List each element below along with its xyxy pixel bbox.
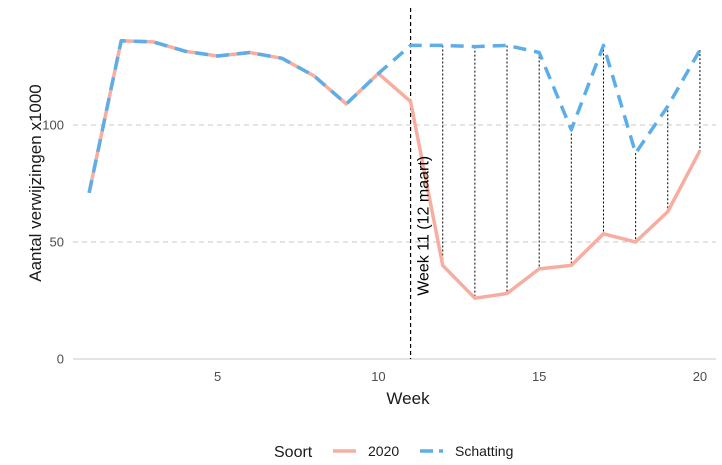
x-tick-label-5: 5 [214,369,221,384]
x-tick-label-15: 15 [532,369,546,384]
legend-label-2020: 2020 [368,443,399,459]
grid-lines [73,124,716,360]
y-tick-label-100: 100 [42,118,64,133]
series-line-schatting [87,39,702,194]
series-lines [87,39,702,300]
x-tick-label-10: 10 [371,369,385,384]
x-axis-title: Week [386,389,430,408]
legend-title: Soort [274,444,313,461]
annotation-label: Week 11 (12 maart) [416,156,433,296]
y-axis-ticks: 0 50 100 [42,118,64,367]
y-tick-label-0: 0 [57,352,64,367]
legend-label-schatting: Schatting [455,443,513,459]
series-line-2020 [87,39,702,300]
y-axis-title: Aantal verwijzingen x1000 [26,84,45,282]
annotation: Week 11 (12 maart) [416,156,433,296]
legend: Soort 2020 Schatting [274,443,513,461]
x-axis-ticks: 5 10 15 20 [214,369,707,384]
x-tick-label-20: 20 [693,369,707,384]
y-tick-label-50: 50 [50,235,64,250]
gap-lines [442,45,701,299]
